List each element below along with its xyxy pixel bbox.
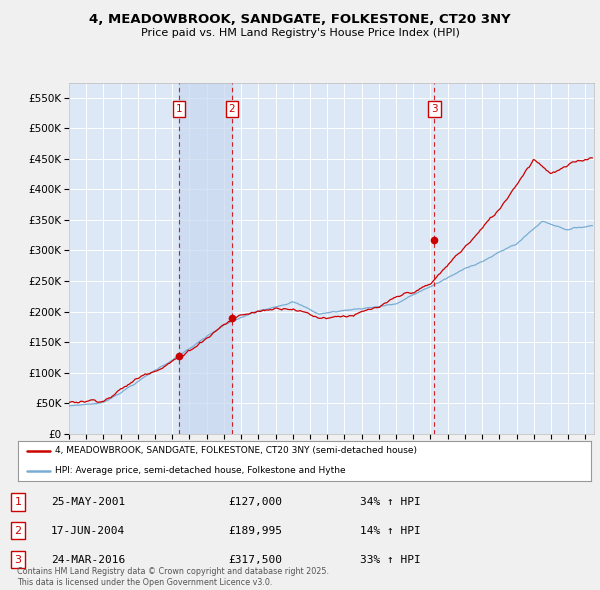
Text: 3: 3	[14, 555, 22, 565]
Text: HPI: Average price, semi-detached house, Folkestone and Hythe: HPI: Average price, semi-detached house,…	[55, 466, 346, 476]
Text: 25-MAY-2001: 25-MAY-2001	[51, 497, 125, 507]
Text: 34% ↑ HPI: 34% ↑ HPI	[360, 497, 421, 507]
Text: 1: 1	[176, 104, 182, 114]
Text: £189,995: £189,995	[228, 526, 282, 536]
Text: 3: 3	[431, 104, 438, 114]
Text: 1: 1	[14, 497, 22, 507]
Text: 14% ↑ HPI: 14% ↑ HPI	[360, 526, 421, 536]
Text: £127,000: £127,000	[228, 497, 282, 507]
Text: £317,500: £317,500	[228, 555, 282, 565]
Text: 17-JUN-2004: 17-JUN-2004	[51, 526, 125, 536]
Text: Price paid vs. HM Land Registry's House Price Index (HPI): Price paid vs. HM Land Registry's House …	[140, 28, 460, 38]
Text: 2: 2	[229, 104, 235, 114]
Text: Contains HM Land Registry data © Crown copyright and database right 2025.
This d: Contains HM Land Registry data © Crown c…	[17, 568, 329, 587]
Bar	[179, 83, 232, 434]
Text: 33% ↑ HPI: 33% ↑ HPI	[360, 555, 421, 565]
Text: 4, MEADOWBROOK, SANDGATE, FOLKESTONE, CT20 3NY (semi-detached house): 4, MEADOWBROOK, SANDGATE, FOLKESTONE, CT…	[55, 446, 417, 455]
Text: 4, MEADOWBROOK, SANDGATE, FOLKESTONE, CT20 3NY: 4, MEADOWBROOK, SANDGATE, FOLKESTONE, CT…	[89, 13, 511, 26]
Text: 2: 2	[14, 526, 22, 536]
Text: 24-MAR-2016: 24-MAR-2016	[51, 555, 125, 565]
